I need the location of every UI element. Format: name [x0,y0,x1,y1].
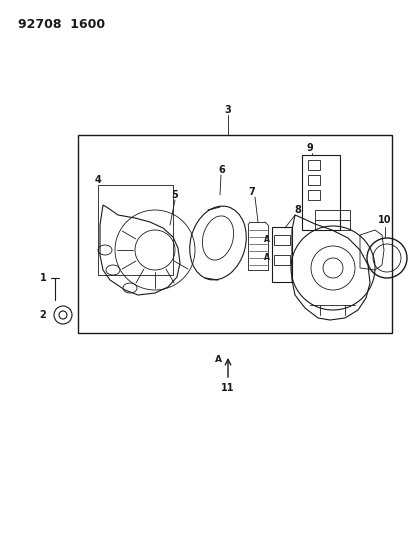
Text: 1: 1 [40,273,47,283]
Bar [98,185,173,275]
Text: A: A [264,236,270,245]
Text: 9: 9 [307,143,313,153]
Circle shape [59,311,67,319]
Bar [302,155,340,230]
Text: A: A [215,356,222,365]
Bar [308,160,320,170]
Bar [315,210,350,230]
Text: 2: 2 [40,310,47,320]
Bar [308,175,320,185]
Text: 3: 3 [225,105,231,115]
Text: 11: 11 [221,383,235,393]
Text: 92708  1600: 92708 1600 [18,18,105,31]
Text: 4: 4 [95,175,101,185]
Text: 8: 8 [295,205,302,215]
Text: 10: 10 [378,215,392,225]
Bar [308,190,320,200]
Text: A: A [264,253,270,262]
Text: 6: 6 [219,165,225,175]
Text: 5: 5 [172,190,178,200]
Bar [272,227,292,282]
Bar [78,135,392,333]
Bar [274,255,290,265]
Text: 7: 7 [248,187,255,197]
Bar [274,235,290,245]
